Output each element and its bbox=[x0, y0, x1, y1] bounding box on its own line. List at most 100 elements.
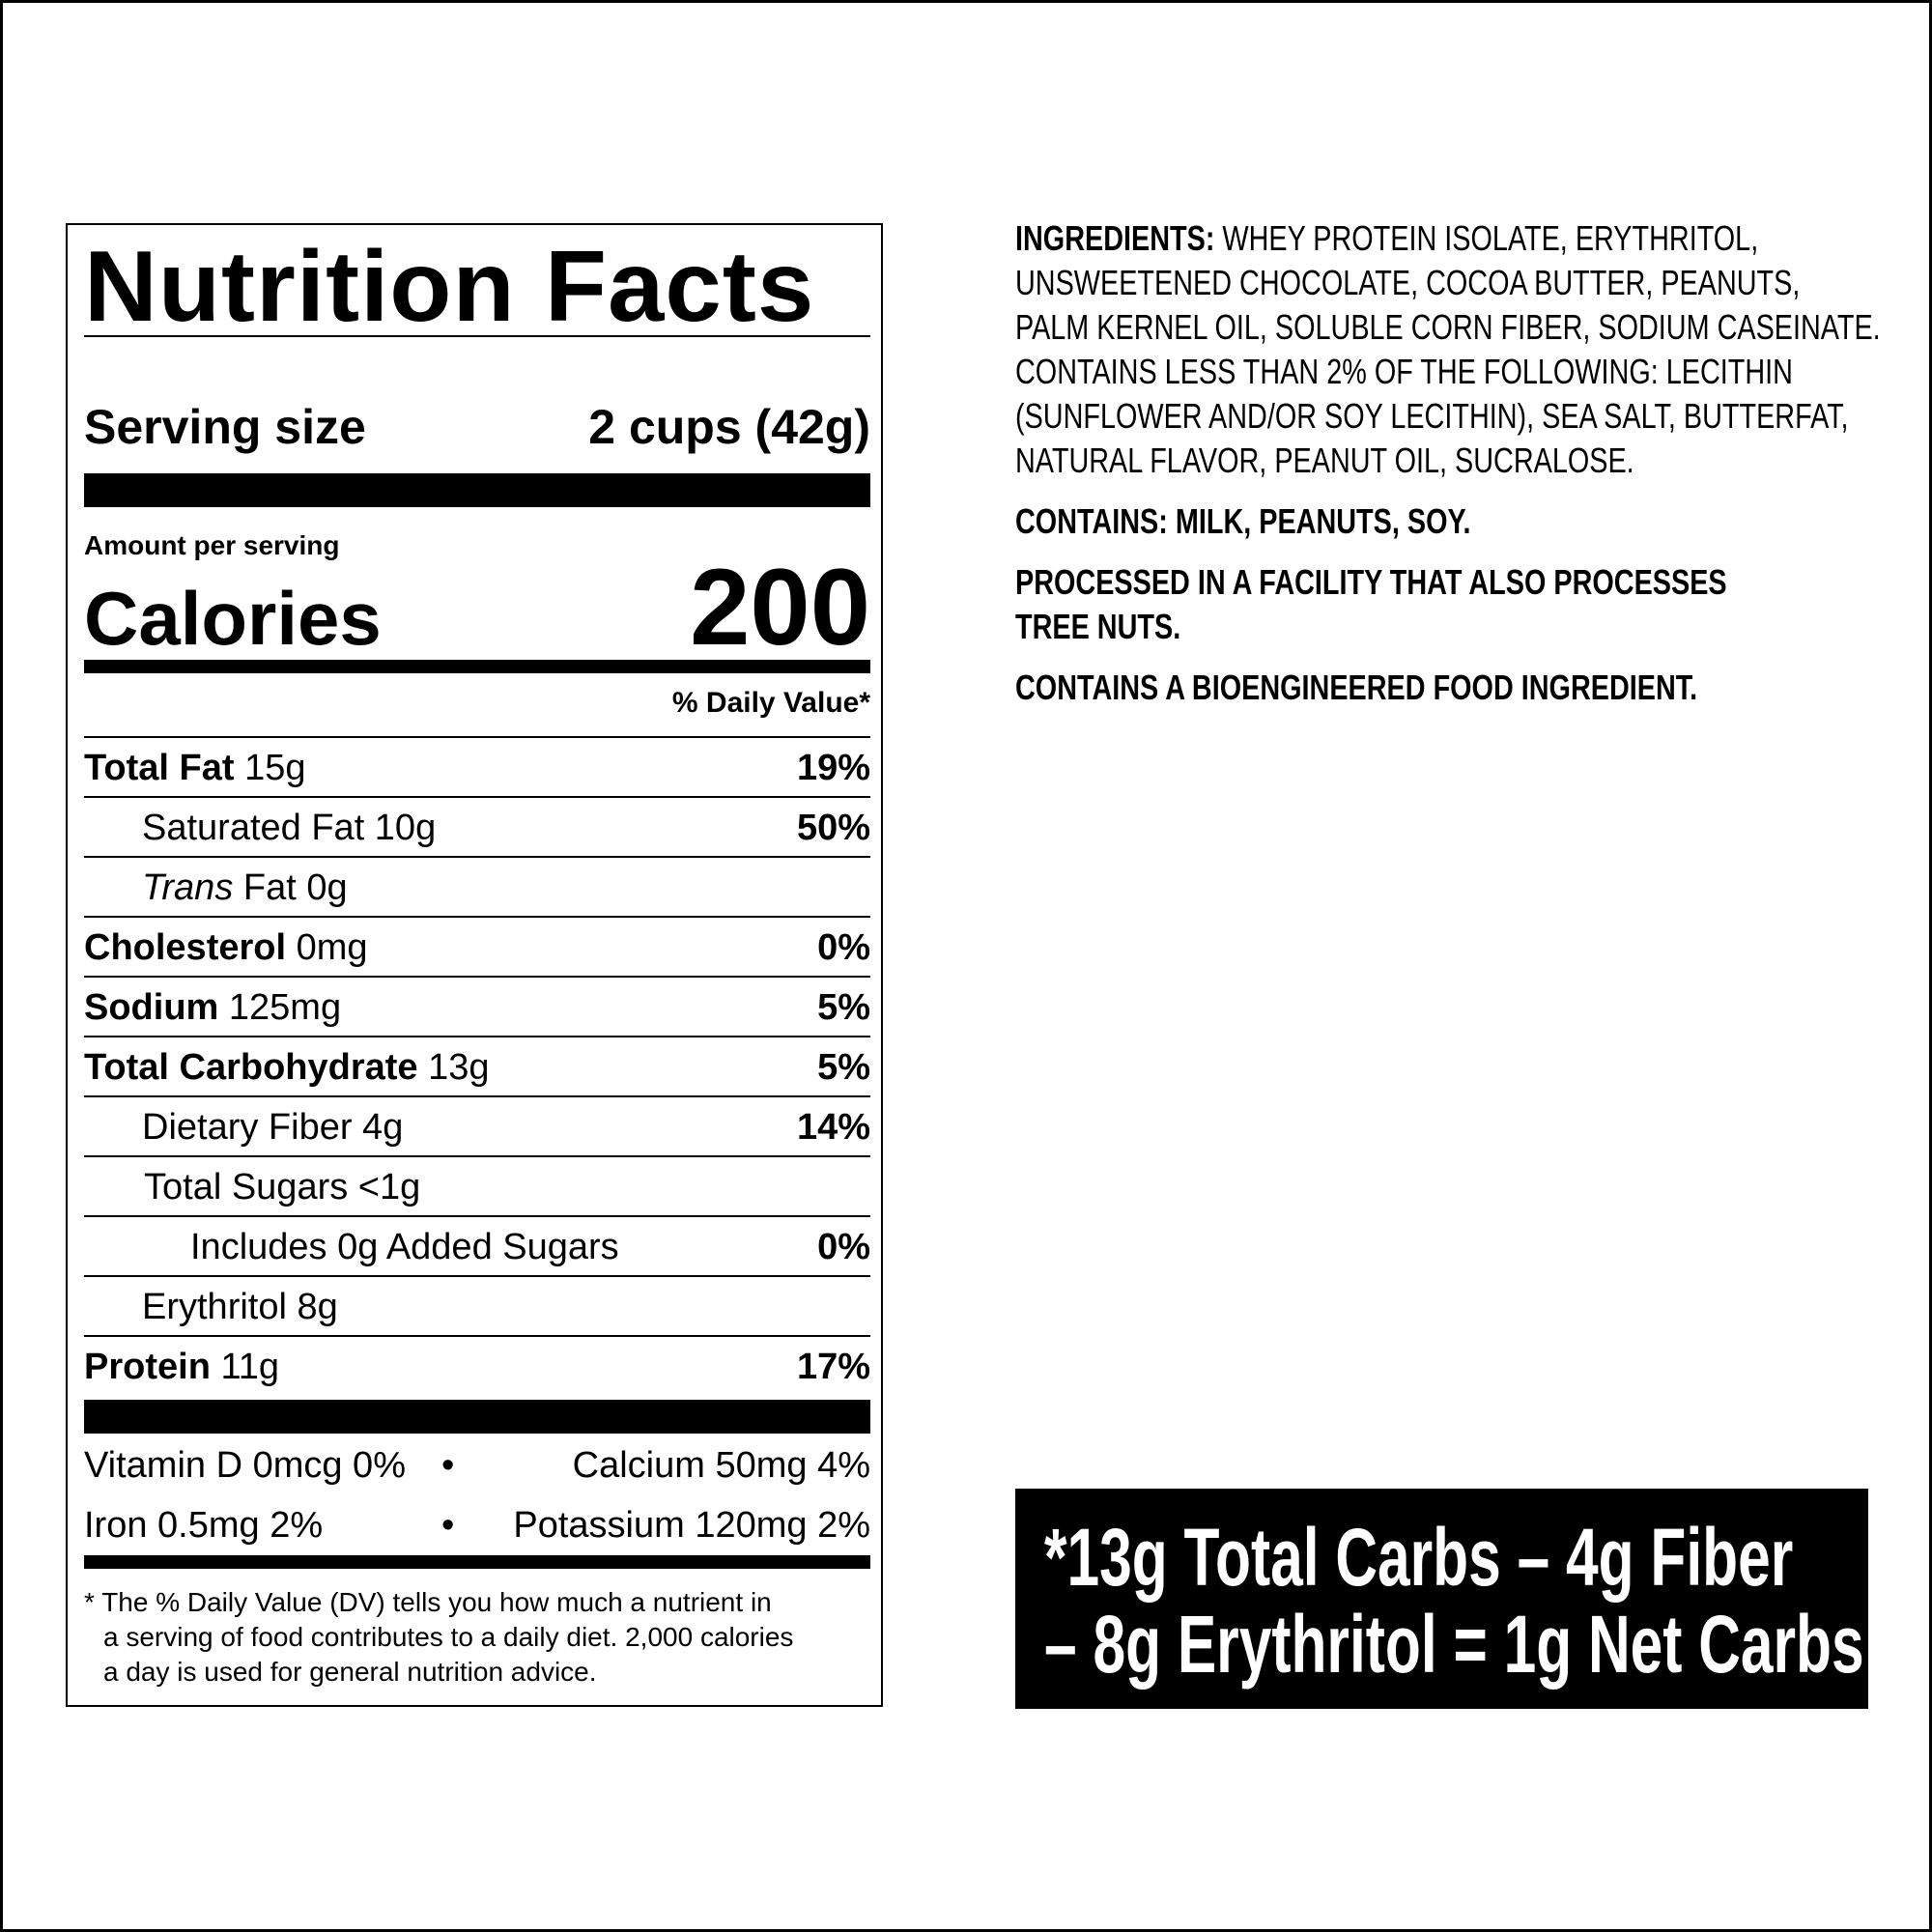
nutrient-row: Trans Fat 0g bbox=[84, 858, 870, 918]
nutrient-amount: Saturated Fat 10g bbox=[142, 807, 437, 848]
row-divider bbox=[84, 916, 870, 918]
nutrient-amount: Total Sugars <1g bbox=[144, 1166, 421, 1208]
nutrient-row: Total Sugars <1g bbox=[84, 1157, 870, 1217]
calories: Calories 200 bbox=[84, 554, 870, 662]
nutrient-percent: 5% bbox=[817, 986, 870, 1028]
nutrient-label: Erythritol 8g bbox=[84, 1287, 338, 1328]
ingredients-list: INGREDIENTS: WHEY PROTEIN ISOLATE, ERYTH… bbox=[1015, 216, 1881, 483]
nutrient-label: Total Fat 15g bbox=[84, 748, 305, 789]
footnote-line: a serving of food contributes to a daily… bbox=[103, 1622, 794, 1652]
row-divider bbox=[84, 796, 870, 798]
nutrient-row: Erythritol 8g bbox=[84, 1277, 870, 1337]
footnote-line: * The % Daily Value (DV) tells you how m… bbox=[84, 1587, 772, 1617]
nutrient-name: Cholesterol bbox=[84, 926, 287, 968]
nutrient-label: Sodium 125mg bbox=[84, 987, 341, 1029]
vitamin-row: Iron 0.5mg 2% • Potassium 120mg 2% bbox=[84, 1495, 870, 1555]
ingredients-line: NATURAL FLAVOR, PEANUT OIL, SUCRALOSE. bbox=[1015, 440, 1634, 480]
row-divider bbox=[84, 736, 870, 738]
nutrient-amount: 125mg bbox=[218, 986, 342, 1028]
nutrient-name: Sodium bbox=[84, 986, 219, 1028]
vitamin-item: Potassium 120mg 2% bbox=[513, 1504, 870, 1546]
nutrient-row: Includes 0g Added Sugars 0% bbox=[84, 1217, 870, 1277]
nutrient-label: Includes 0g Added Sugars bbox=[84, 1227, 619, 1268]
net-carbs-line: *13g Total Carbs – 4g Fiber bbox=[1044, 1512, 1794, 1603]
footnote-line: a day is used for general nutrition advi… bbox=[103, 1657, 597, 1687]
serving-size: Serving size 2 cups (42g) bbox=[84, 399, 870, 455]
nutrient-label: Cholesterol 0mg bbox=[84, 927, 368, 969]
bullet-separator: • bbox=[441, 1504, 455, 1546]
nutrient-name: Total Fat bbox=[84, 747, 235, 788]
nutrient-row: Cholesterol 0mg 0% bbox=[84, 918, 870, 978]
footnote: * The % Daily Value (DV) tells you how m… bbox=[84, 1585, 870, 1690]
serving-label: Serving size bbox=[84, 400, 366, 454]
nutrient-amount: 0mg bbox=[286, 926, 368, 968]
row-divider bbox=[84, 1036, 870, 1037]
vitamin-item: Calcium 50mg 4% bbox=[572, 1444, 870, 1486]
facility-line: PROCESSED IN A FACILITY THAT ALSO PROCES… bbox=[1015, 562, 1727, 602]
ingredients-line: UNSWEETENED CHOCOLATE, COCOA BUTTER, PEA… bbox=[1015, 263, 1801, 302]
nutrient-amount: 15g bbox=[234, 747, 306, 788]
nutrient-percent: 17% bbox=[796, 1346, 870, 1387]
thick-divider bbox=[84, 1400, 870, 1434]
nutrient-amount: Dietary Fiber 4g bbox=[142, 1106, 404, 1148]
row-divider bbox=[84, 1095, 870, 1097]
vitamin-item: Iron 0.5mg 2% bbox=[84, 1504, 324, 1546]
nutrient-row: Saturated Fat 10g 50% bbox=[84, 798, 870, 858]
nutrient-amount: 13g bbox=[417, 1046, 490, 1088]
serving-value: 2 cups (42g) bbox=[588, 400, 870, 454]
nutrient-name: Total Carbohydrate bbox=[84, 1046, 418, 1088]
nutrient-label: Protein 11g bbox=[84, 1347, 279, 1388]
nutrient-label: Saturated Fat 10g bbox=[84, 808, 436, 849]
nutrient-percent: 0% bbox=[817, 926, 870, 968]
vitamin-item: Vitamin D 0mcg 0% bbox=[84, 1444, 406, 1486]
nutrient-amount: Fat 0g bbox=[233, 867, 348, 908]
nutrient-label: Total Sugars <1g bbox=[84, 1167, 420, 1208]
ingredients-line: PALM KERNEL OIL, SOLUBLE CORN FIBER, SOD… bbox=[1015, 307, 1881, 347]
nutrient-row: Protein 11g 17% bbox=[84, 1337, 870, 1397]
nutrient-label: Dietary Fiber 4g bbox=[84, 1107, 403, 1149]
bioengineered-statement: CONTAINS A BIOENGINEERED FOOD INGREDIENT… bbox=[1015, 668, 1698, 707]
nutrient-label: Trans Fat 0g bbox=[84, 867, 348, 909]
row-divider bbox=[84, 1335, 870, 1337]
thick-divider bbox=[84, 473, 870, 507]
facility-line: TREE NUTS. bbox=[1015, 607, 1181, 646]
divider bbox=[84, 335, 870, 337]
daily-value-header: % Daily Value* bbox=[671, 687, 870, 719]
nutrient-percent: 19% bbox=[796, 747, 870, 788]
medium-divider bbox=[84, 660, 870, 673]
nutrient-amount: Erythritol 8g bbox=[142, 1286, 338, 1327]
nutrient-percent: 50% bbox=[796, 807, 870, 848]
nutrient-name-italic: Trans bbox=[142, 867, 234, 908]
panel-title: Nutrition Facts bbox=[84, 231, 815, 343]
nutrient-percent: 14% bbox=[796, 1106, 870, 1148]
bullet-separator: • bbox=[441, 1444, 455, 1486]
ingredients-line: WHEY PROTEIN ISOLATE, ERYTHRITOL, bbox=[1214, 218, 1759, 258]
net-carbs-line: – 8g Erythritol = 1g Net Carbs bbox=[1044, 1599, 1864, 1690]
nutrient-row: Dietary Fiber 4g 14% bbox=[84, 1097, 870, 1157]
row-divider bbox=[84, 856, 870, 858]
net-carbs-box: *13g Total Carbs – 4g Fiber – 8g Erythri… bbox=[1015, 1489, 1868, 1709]
calories-value: 200 bbox=[690, 547, 870, 668]
ingredients-line: (SUNFLOWER AND/OR SOY LECITHIN), SEA SAL… bbox=[1015, 396, 1849, 436]
row-divider bbox=[84, 1275, 870, 1277]
amount-per-serving: Amount per serving bbox=[84, 530, 340, 560]
nutrient-row: Sodium 125mg 5% bbox=[84, 978, 870, 1037]
facility-statement: PROCESSED IN A FACILITY THAT ALSO PROCES… bbox=[1015, 560, 1865, 649]
nutrient-percent: 0% bbox=[817, 1226, 870, 1267]
nutrient-row: Total Fat 15g 19% bbox=[84, 738, 870, 798]
ingredients-line: CONTAINS LESS THAN 2% OF THE FOLLOWING: … bbox=[1015, 352, 1793, 391]
ingredients-block: INGREDIENTS: WHEY PROTEIN ISOLATE, ERYTH… bbox=[1015, 216, 1881, 726]
ingredients-heading: INGREDIENTS: bbox=[1015, 218, 1215, 258]
calories-label: Calories bbox=[84, 576, 382, 661]
vitamin-row: Vitamin D 0mcg 0% • Calcium 50mg 4% bbox=[84, 1435, 870, 1495]
nutrient-percent: 5% bbox=[817, 1046, 870, 1088]
nutrient-name: Protein bbox=[84, 1346, 211, 1387]
medium-divider bbox=[84, 1555, 870, 1569]
nutrient-amount: Includes 0g Added Sugars bbox=[190, 1226, 619, 1267]
nutrient-label: Total Carbohydrate 13g bbox=[84, 1047, 490, 1089]
nutrition-facts-panel: Nutrition Facts Serving size 2 cups (42g… bbox=[66, 223, 883, 1707]
nutrient-row: Total Carbohydrate 13g 5% bbox=[84, 1037, 870, 1097]
row-divider bbox=[84, 1215, 870, 1217]
row-divider bbox=[84, 1155, 870, 1157]
